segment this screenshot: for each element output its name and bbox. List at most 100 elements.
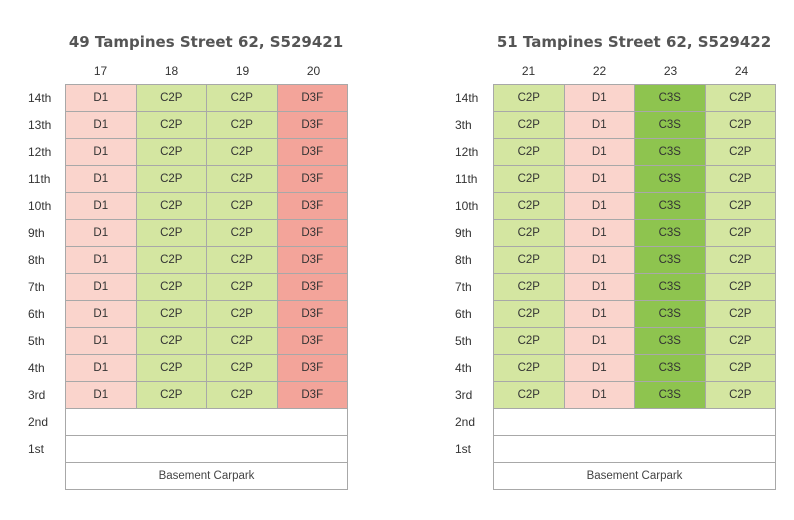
table-row: C2P D1 C3S C2P: [493, 247, 776, 274]
table-row: C2P D1 C3S C2P: [493, 301, 776, 328]
unit-cell: C2P: [136, 328, 207, 355]
unit-cell: C2P: [136, 139, 207, 166]
unit-cell: D3F: [277, 85, 348, 112]
floor-label: 12th: [28, 145, 52, 159]
unit-cell: D3F: [277, 274, 348, 301]
unit-cell: D3F: [277, 166, 348, 193]
unit-cell: D3F: [277, 220, 348, 247]
unit-cell: D1: [564, 112, 635, 139]
unit-cell: D3F: [277, 301, 348, 328]
table-row: C2P D1 C3S C2P: [493, 328, 776, 355]
floor-label: 3rd: [28, 388, 46, 402]
unit-cell: C2P: [136, 193, 207, 220]
floor-label: 14th: [28, 91, 52, 105]
floor-label: 7th: [28, 280, 45, 294]
unit-cell: C2P: [207, 301, 278, 328]
unit-cell: C3S: [635, 220, 706, 247]
table-row: D1 C2P C2P D3F: [65, 193, 348, 220]
unit-cell: C2P: [705, 85, 776, 112]
table-row: D1 C2P C2P D3F: [65, 112, 348, 139]
unit-cell: C2P: [705, 328, 776, 355]
unit-cell: D1: [564, 382, 635, 409]
unit-cell: C2P: [705, 274, 776, 301]
unit-cell: C2P: [207, 382, 278, 409]
floor-label: 6th: [28, 307, 45, 321]
unit-cell: D1: [65, 274, 137, 301]
unit-cell: C2P: [207, 355, 278, 382]
unit-cell: D1: [65, 355, 137, 382]
unit-cell: D3F: [277, 328, 348, 355]
unit-cell: D1: [564, 220, 635, 247]
column-header: 24: [734, 64, 749, 78]
unit-cell: C2P: [136, 112, 207, 139]
unit-cell: C3S: [635, 247, 706, 274]
unit-cell: D1: [564, 193, 635, 220]
unit-cell: D1: [564, 328, 635, 355]
unit-cell: C2P: [493, 274, 565, 301]
unit-cell: D1: [65, 193, 137, 220]
basement-carpark: Basement Carpark: [493, 463, 776, 490]
table-row: D1 C2P C2P D3F: [65, 247, 348, 274]
unit-cell: C2P: [493, 193, 565, 220]
unit-cell: C2P: [207, 247, 278, 274]
floor-label: 1st: [28, 442, 45, 456]
unit-cell: D1: [65, 301, 137, 328]
unit-cell: D1: [564, 355, 635, 382]
floor-label: 4th: [455, 361, 472, 375]
unit-grid: C2P D1 C3S C2P C2P D1 C3S C2P C2P D1 C3S C2P C2P D1 C3…: [493, 84, 776, 490]
unit-cell: C2P: [136, 301, 207, 328]
unit-cell: D3F: [277, 247, 348, 274]
floor-label: 3th: [455, 118, 472, 132]
column-header: 21: [521, 64, 536, 78]
column-header: 19: [235, 64, 250, 78]
unit-cell: C2P: [493, 166, 565, 193]
unit-cell: C2P: [493, 247, 565, 274]
table-row: C2P D1 C3S C2P: [493, 166, 776, 193]
table-row: D1 C2P C2P D3F: [65, 328, 348, 355]
unit-cell: C2P: [136, 355, 207, 382]
unit-cell: C3S: [635, 112, 706, 139]
column-header: 23: [663, 64, 678, 78]
table-row: C2P D1 C3S C2P: [493, 274, 776, 301]
unit-cell: C3S: [635, 382, 706, 409]
table-row: D1 C2P C2P D3F: [65, 166, 348, 193]
unit-cell: D1: [65, 220, 137, 247]
unit-cell: D3F: [277, 112, 348, 139]
floor-label: 2nd: [455, 415, 476, 429]
unit-cell: C2P: [705, 382, 776, 409]
unit-cell: D1: [65, 382, 137, 409]
empty-floor-row: [65, 436, 348, 463]
unit-cell: D1: [564, 301, 635, 328]
table-row: C2P D1 C3S C2P: [493, 193, 776, 220]
floor-label: 5th: [28, 334, 45, 348]
unit-cell: C2P: [207, 328, 278, 355]
floor-label: 11th: [28, 172, 51, 186]
unit-cell: C3S: [635, 301, 706, 328]
floor-label: 9th: [455, 226, 472, 240]
floor-label: 1st: [455, 442, 472, 456]
table-row: C2P D1 C3S C2P: [493, 112, 776, 139]
unit-cell: C2P: [705, 355, 776, 382]
unit-cell: C2P: [493, 112, 565, 139]
unit-cell: C2P: [705, 301, 776, 328]
unit-cell: C2P: [493, 382, 565, 409]
table-row: D1 C2P C2P D3F: [65, 355, 348, 382]
unit-cell: C3S: [635, 193, 706, 220]
unit-cell: D3F: [277, 355, 348, 382]
floor-label: 10th: [455, 199, 479, 213]
table-row: C2P D1 C3S C2P: [493, 382, 776, 409]
unit-cell: C2P: [207, 112, 278, 139]
unit-cell: C2P: [705, 166, 776, 193]
floor-label: 6th: [455, 307, 472, 321]
floor-label: 11th: [455, 172, 478, 186]
unit-cell: C2P: [705, 193, 776, 220]
unit-cell: C3S: [635, 328, 706, 355]
table-row: D1 C2P C2P D3F: [65, 139, 348, 166]
unit-cell: C2P: [207, 274, 278, 301]
floor-label: 12th: [455, 145, 479, 159]
unit-cell: D3F: [277, 139, 348, 166]
unit-cell: C3S: [635, 85, 706, 112]
unit-cell: C2P: [207, 139, 278, 166]
unit-cell: C2P: [136, 274, 207, 301]
unit-cell: C2P: [705, 247, 776, 274]
